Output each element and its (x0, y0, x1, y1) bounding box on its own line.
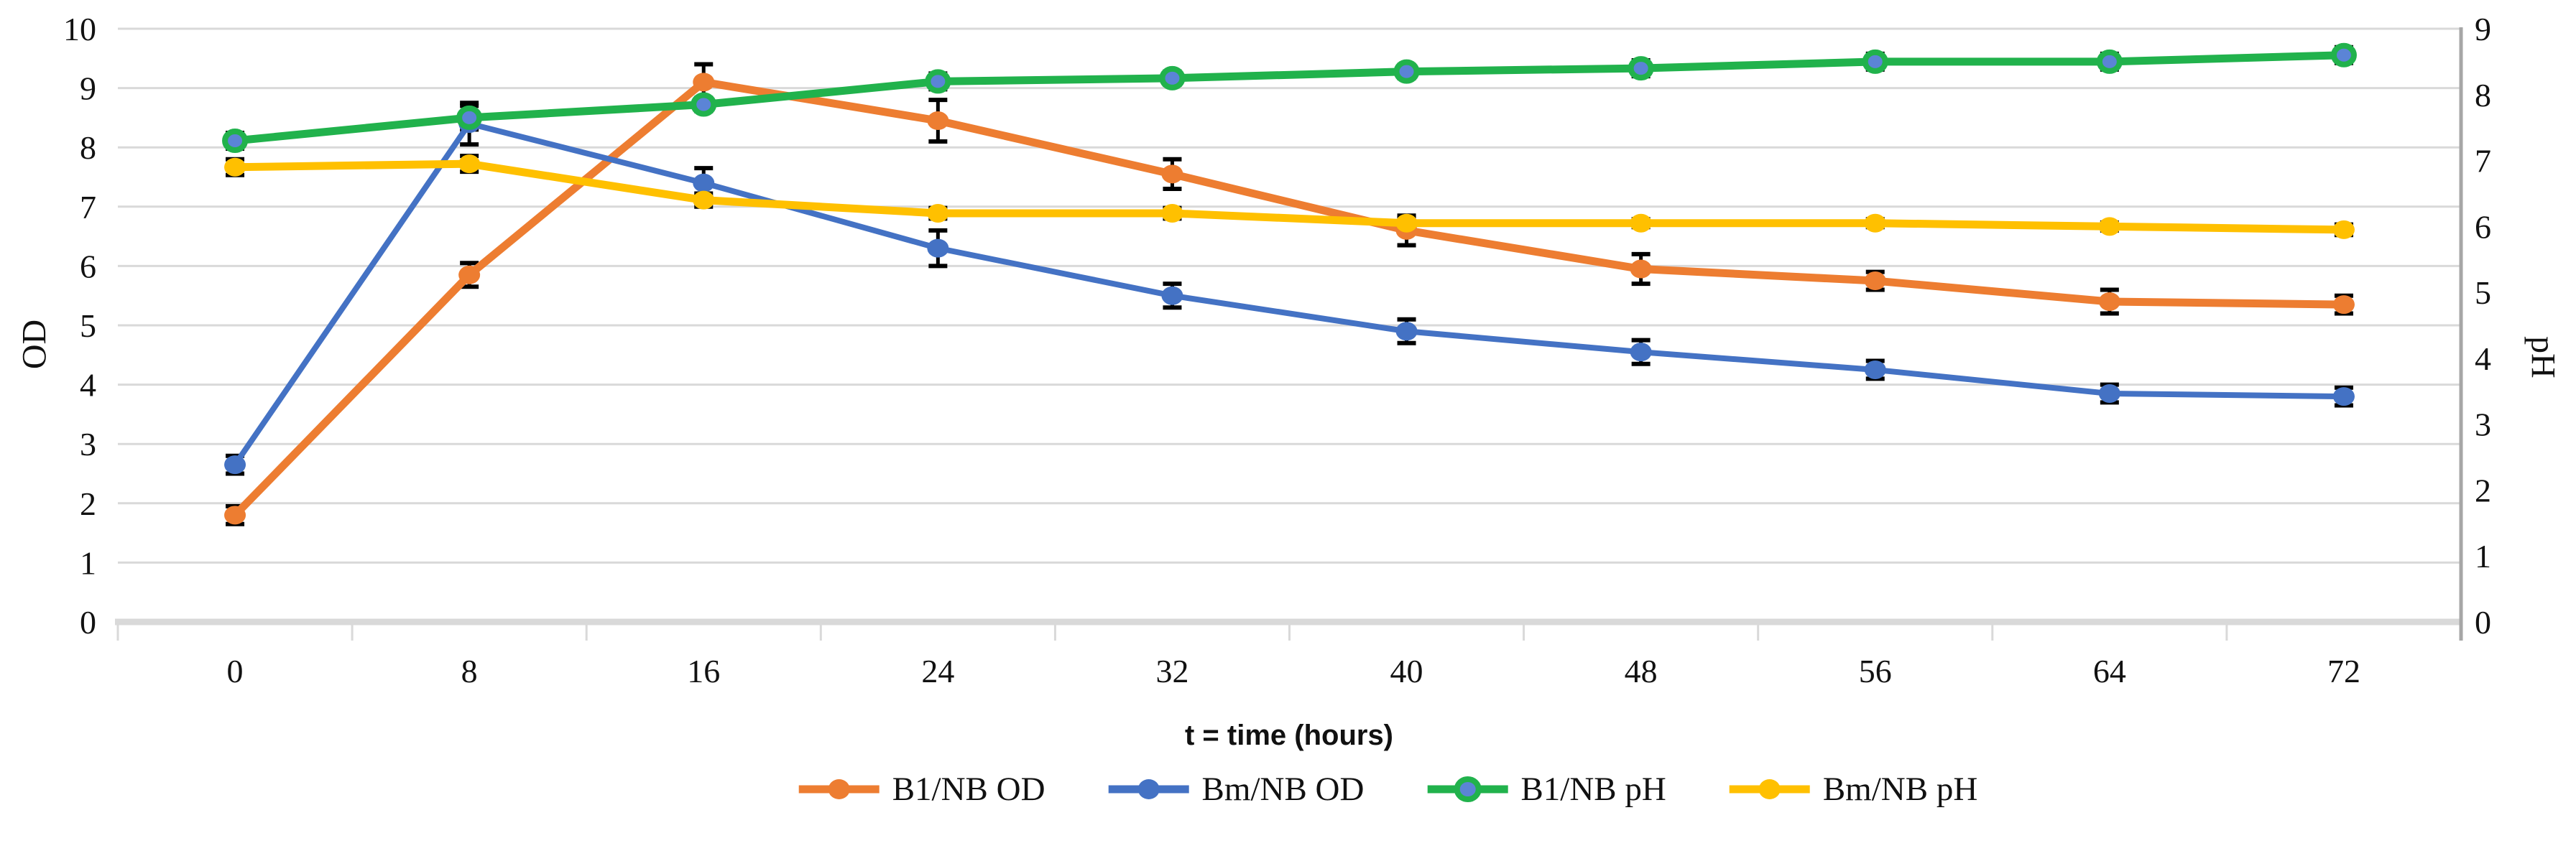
legend-item-B1-NB-pH: B1/NB pH (1424, 770, 1666, 809)
x-axis-tick-label: 72 (2327, 653, 2360, 689)
data-point-marker-B1-NB-pH (222, 129, 249, 154)
legend-marker (1454, 776, 1482, 802)
left-axis-tick-label: 7 (80, 189, 96, 225)
right-axis-tick-label: 8 (2475, 77, 2491, 113)
left-axis-tick-label: 8 (80, 129, 96, 166)
data-point-marker-Bm-NB-OD (224, 455, 246, 475)
data-point-marker-Bm-NB-OD (1864, 360, 1886, 379)
data-point-marker-B1-NB-OD (1161, 164, 1183, 184)
data-point-marker-B1-NB-OD (1630, 259, 1652, 279)
left-axis-tick-label: 3 (80, 426, 96, 462)
x-axis-tick-label: 16 (687, 653, 720, 689)
data-point-marker-Bm-NB-OD (1630, 343, 1652, 362)
data-point-marker-B1-NB-OD (458, 265, 481, 284)
data-point-marker-Bm-NB-pH (1630, 213, 1652, 233)
data-point-marker-B1-NB-OD (927, 111, 949, 131)
legend-marker (1758, 779, 1781, 799)
legend-marker-icon (1427, 776, 1508, 802)
x-axis-tick-label: 48 (1625, 653, 1658, 689)
right-axis-tick-label: 4 (2475, 340, 2491, 377)
legend-label: B1/NB OD (892, 771, 1045, 808)
data-point-marker-Bm-NB-pH (1395, 213, 1418, 233)
data-point-marker-B1-NB-pH (1393, 59, 1420, 84)
data-point-marker-Bm-NB-OD (693, 173, 715, 192)
left-axis-tick-label: 10 (63, 11, 96, 47)
right-axis-tick-label: 2 (2475, 472, 2491, 508)
legend-marker-icon (1729, 779, 1810, 799)
right-axis-tick-label: 0 (2475, 604, 2491, 641)
legend-label: Bm/NB pH (1822, 771, 1978, 808)
legend-label: Bm/NB OD (1201, 771, 1365, 808)
series-line-Bm-NB-pH (231, 159, 2348, 234)
series-line-Bm-NB-OD (232, 121, 2347, 468)
data-point-marker-Bm-NB-pH (458, 154, 481, 174)
right-axis-tick-label: 5 (2475, 274, 2491, 311)
data-point-marker-B1-NB-pH (1628, 56, 1654, 81)
data-point-marker-B1-NB-pH (1159, 65, 1186, 90)
right-axis-title: pH (2524, 336, 2562, 378)
x-axis-tick-label: 40 (1390, 653, 1423, 689)
data-point-marker-Bm-NB-pH (1161, 203, 1183, 223)
data-point-marker-B1-NB-pH (925, 69, 951, 94)
data-point-marker-B1-NB-OD (224, 506, 246, 525)
x-axis-tick-label: 64 (2093, 653, 2126, 689)
x-axis-tick-label: 56 (1859, 653, 1892, 689)
data-point-marker-Bm-NB-OD (2098, 383, 2120, 403)
right-axis-tick-label: 7 (2475, 143, 2491, 180)
x-axis-title: t = time (hours) (1184, 720, 1394, 751)
data-point-marker-Bm-NB-OD (1161, 286, 1183, 305)
data-point-marker-B1-NB-OD (2332, 295, 2355, 315)
legend-label: B1/NB pH (1520, 771, 1666, 808)
legend-marker (828, 779, 850, 799)
left-axis-tick-label: 9 (80, 70, 96, 107)
data-point-marker-B1-NB-pH (2096, 49, 2123, 74)
data-point-marker-Bm-NB-pH (1864, 213, 1886, 233)
left-axis-tick-label: 0 (80, 604, 96, 641)
data-point-marker-B1-NB-pH (1862, 49, 1888, 74)
data-point-marker-Bm-NB-pH (2332, 220, 2355, 239)
series-line-B1-NB-pH (231, 51, 2348, 145)
data-point-marker-Bm-NB-pH (2098, 217, 2120, 236)
left-axis-tick-label: 5 (80, 307, 96, 344)
x-axis-tick-label: 0 (227, 653, 244, 689)
chart-legend: B1/NB OD Bm/NB OD B1/NB pH Bm/NB pH (796, 770, 1977, 809)
x-axis-tick-label: 8 (461, 653, 478, 689)
left-axis-tick-label: 2 (80, 485, 96, 522)
right-axis-tick-label: 9 (2475, 11, 2491, 47)
data-point-marker-Bm-NB-OD (927, 238, 949, 258)
left-axis-tick-label: 6 (80, 248, 96, 284)
x-axis-tick-label: 24 (921, 653, 954, 689)
left-axis-tick-label: 4 (80, 367, 96, 404)
right-axis-tick-label: 1 (2475, 538, 2491, 575)
data-point-marker-Bm-NB-OD (2332, 387, 2355, 406)
data-point-marker-B1-NB-pH (2330, 42, 2357, 68)
legend-marker-icon (1108, 779, 1189, 799)
legend-item-B1-NB-OD: B1/NB OD (796, 770, 1045, 809)
legend-item-Bm-NB-pH: Bm/NB pH (1727, 770, 1977, 809)
data-point-marker-Bm-NB-pH (224, 157, 246, 177)
data-point-marker-B1-NB-pH (456, 105, 483, 130)
data-point-marker-Bm-NB-pH (693, 190, 715, 210)
data-point-marker-B1-NB-pH (691, 92, 717, 117)
right-axis-tick-label: 6 (2475, 208, 2491, 245)
data-point-marker-B1-NB-OD (693, 73, 715, 92)
right-axis-tick-label: 3 (2475, 406, 2491, 443)
left-axis-title: OD (15, 319, 54, 370)
legend-marker (1137, 779, 1160, 799)
data-point-marker-B1-NB-OD (2098, 292, 2120, 311)
legend-item-Bm-NB-OD: Bm/NB OD (1106, 770, 1365, 809)
data-point-marker-Bm-NB-pH (927, 203, 949, 223)
left-axis-tick-label: 1 (80, 544, 96, 581)
legend-marker-icon (798, 779, 880, 799)
x-axis-tick-label: 32 (1155, 653, 1188, 689)
data-point-marker-B1-NB-OD (1864, 271, 1886, 291)
data-point-marker-Bm-NB-OD (1395, 322, 1418, 341)
